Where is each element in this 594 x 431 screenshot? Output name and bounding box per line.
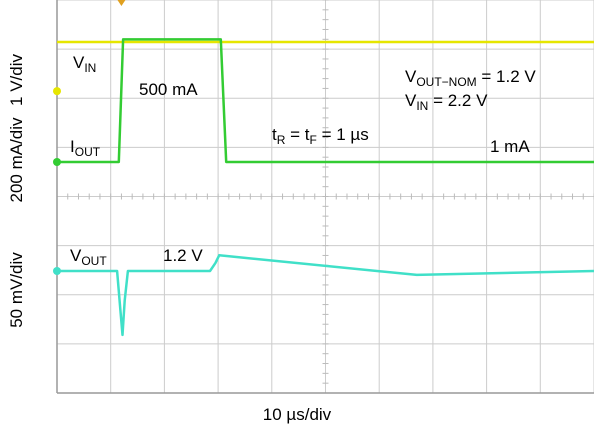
vin-scale-label: 1 V/div bbox=[7, 54, 26, 106]
iout-high-value: 500 mA bbox=[139, 80, 198, 99]
trigger-marker bbox=[117, 0, 126, 6]
iout-scale-label: 200 mA/div bbox=[7, 117, 26, 203]
iout-ground-marker bbox=[53, 158, 61, 166]
iout-trace-label: IOUT bbox=[70, 137, 101, 159]
vout-value: 1.2 V bbox=[163, 246, 203, 265]
grid bbox=[56, 0, 594, 394]
vin-ground-marker bbox=[53, 87, 61, 96]
traces bbox=[57, 38, 594, 337]
iout-trace bbox=[57, 38, 594, 164]
channel-markers bbox=[53, 0, 126, 275]
vin-condition: VIN = 2.2 V bbox=[405, 91, 488, 113]
vout-trace bbox=[57, 254, 594, 337]
vout-trace-label: VOUT bbox=[70, 246, 107, 268]
vout-ground-marker bbox=[53, 267, 61, 275]
vout-scale-label: 50 mV/div bbox=[7, 252, 26, 328]
iout-low-value: 1 mA bbox=[490, 137, 530, 156]
vin-trace-label: VIN bbox=[73, 53, 96, 75]
time-scale-label: 10 µs/div bbox=[262, 405, 332, 424]
rise-fall-time: tR = tF = 1 µs bbox=[272, 125, 369, 147]
vout-nom-condition: VOUT−NOM = 1.2 V bbox=[405, 67, 536, 89]
